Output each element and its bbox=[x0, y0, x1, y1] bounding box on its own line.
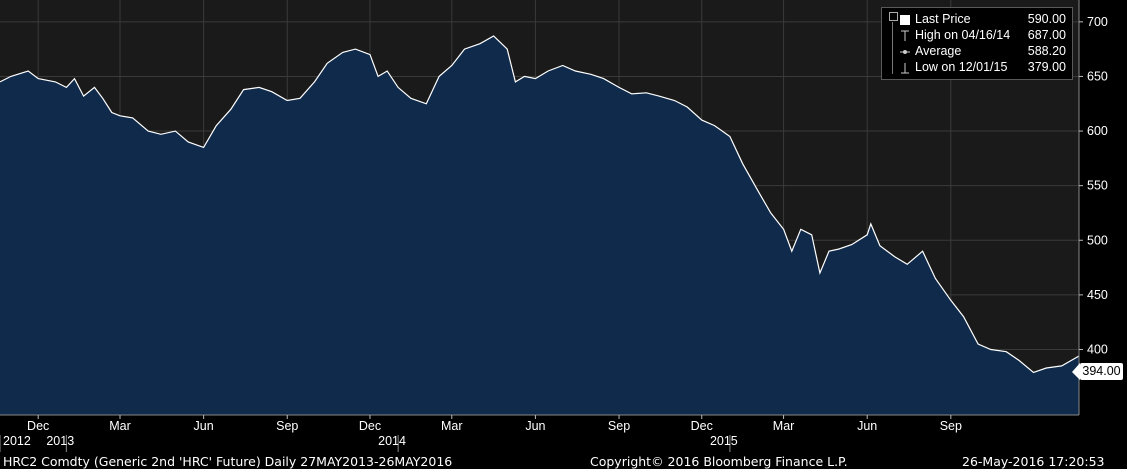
y-tick-label: 600 bbox=[1087, 124, 1108, 138]
month-tick-label: Jun bbox=[194, 419, 214, 433]
month-tick-label: Mar bbox=[109, 419, 131, 433]
legend-row-last-price: Last Price 590.00 bbox=[882, 12, 1072, 28]
month-tick-label: Sep bbox=[940, 419, 962, 433]
month-tick-label: Dec bbox=[359, 419, 381, 433]
last-value-badge: 394.00 bbox=[1080, 363, 1123, 380]
month-tick-label: Jun bbox=[857, 419, 877, 433]
footer-copyright: Copyright© 2016 Bloomberg Finance L.P. bbox=[590, 454, 848, 469]
y-tick-label: 650 bbox=[1087, 69, 1108, 83]
month-tick-label: Jun bbox=[525, 419, 545, 433]
y-tick-label: 400 bbox=[1087, 342, 1108, 356]
legend-value: 687.00 bbox=[1027, 28, 1066, 42]
legend-label: High on 04/16/14 bbox=[915, 28, 1011, 42]
y-tick-label: 450 bbox=[1087, 288, 1108, 302]
year-tick-label: 2014 bbox=[378, 434, 406, 448]
filled-square-icon bbox=[900, 15, 910, 25]
series-area-fill bbox=[0, 36, 1079, 415]
average-marker-icon bbox=[900, 50, 910, 54]
legend-value: 379.00 bbox=[1027, 60, 1066, 74]
legend-tree-line bbox=[892, 22, 893, 74]
footer-timestamp: 26-May-2016 17:20:53 bbox=[962, 454, 1105, 469]
high-marker-icon bbox=[901, 30, 909, 41]
chart-legend: Last Price 590.00 High on 04/16/14 687.0… bbox=[881, 7, 1073, 80]
legend-collapse-icon[interactable] bbox=[889, 12, 898, 21]
month-tick-label: Mar bbox=[773, 419, 795, 433]
legend-row-high: High on 04/16/14 687.00 bbox=[882, 28, 1072, 44]
legend-label: Average bbox=[915, 44, 962, 58]
month-tick-label: Sep bbox=[276, 419, 298, 433]
legend-value: 588.20 bbox=[1027, 44, 1066, 58]
y-tick-label: 550 bbox=[1087, 179, 1108, 193]
year-tick-label: 2012 bbox=[3, 434, 31, 448]
series-line bbox=[0, 35, 1080, 374]
legend-label: Last Price bbox=[915, 12, 971, 26]
month-tick-label: Sep bbox=[608, 419, 630, 433]
low-marker-icon bbox=[901, 63, 909, 74]
legend-value: 590.00 bbox=[1027, 12, 1066, 26]
legend-row-average: Average 588.20 bbox=[882, 44, 1072, 60]
year-tick-label: 2013 bbox=[46, 434, 74, 448]
legend-row-low: Low on 12/01/15 379.00 bbox=[882, 60, 1072, 76]
legend-label: Low on 12/01/15 bbox=[915, 60, 1008, 74]
month-tick-label: Mar bbox=[441, 419, 463, 433]
y-tick-label: 700 bbox=[1087, 15, 1108, 29]
last-value-pointer bbox=[1072, 363, 1080, 380]
footer-security-description: HRC2 Comdty (Generic 2nd 'HRC' Future) D… bbox=[3, 454, 453, 469]
month-tick-label: Dec bbox=[27, 419, 49, 433]
month-tick-label: Dec bbox=[691, 419, 713, 433]
y-tick-label: 500 bbox=[1087, 233, 1108, 247]
year-tick-label: 2015 bbox=[710, 434, 738, 448]
